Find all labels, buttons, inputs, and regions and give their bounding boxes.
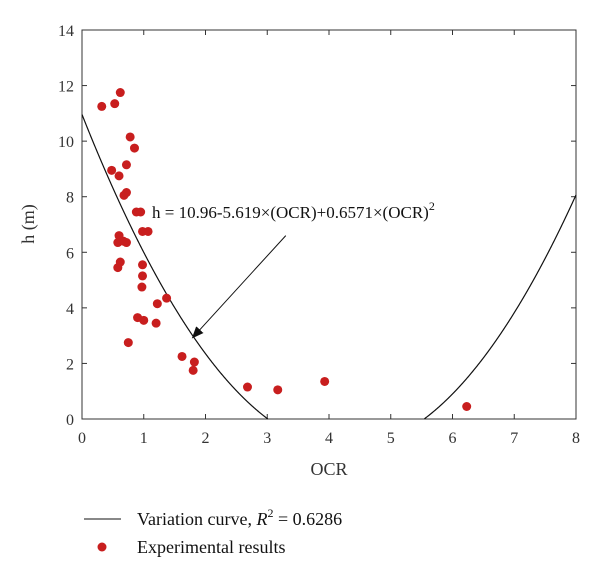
annotation-equation: h = 10.96-5.619×(OCR)+0.6571×(OCR)2 <box>152 199 435 222</box>
data-point <box>462 401 472 411</box>
plot-area <box>81 29 577 420</box>
x-axis-ticks: 0 1 2 3 4 5 6 7 8 <box>78 30 580 447</box>
y-tick-label: 14 <box>58 23 74 40</box>
data-point <box>143 226 153 236</box>
data-point <box>177 351 187 361</box>
data-point <box>136 207 146 217</box>
data-point <box>107 165 117 175</box>
data-point <box>121 238 131 248</box>
data-point <box>123 338 133 348</box>
x-tick-label: 3 <box>263 430 271 447</box>
legend-curve-prefix: Variation curve, <box>137 509 256 529</box>
data-point <box>110 99 120 109</box>
x-tick-label: 1 <box>140 430 148 447</box>
y-tick-label: 10 <box>58 134 74 151</box>
data-point <box>125 132 135 142</box>
annotation-arrow <box>191 235 287 339</box>
data-point <box>137 282 147 292</box>
legend-r2-superscript: 2 <box>267 506 273 520</box>
legend-r2-label: R <box>255 509 267 529</box>
x-tick-label: 2 <box>202 430 210 447</box>
y-tick-label: 2 <box>66 356 74 373</box>
legend-curve-label: Variation curve, R2 = 0.6286 <box>137 506 342 529</box>
data-point <box>139 315 149 325</box>
data-point <box>114 171 124 181</box>
fit-curve-segment <box>81 114 269 420</box>
data-point <box>188 365 198 375</box>
data-point <box>242 382 252 392</box>
data-point <box>152 299 162 309</box>
data-point <box>320 376 330 386</box>
x-tick-label: 8 <box>572 430 580 447</box>
y-tick-label: 6 <box>66 245 74 262</box>
y-axis-ticks: 0 2 4 6 8 10 12 14 <box>58 23 576 429</box>
data-point <box>138 271 148 281</box>
data-point <box>121 188 131 198</box>
data-point <box>129 143 139 153</box>
fit-curve-segment <box>424 194 577 420</box>
x-tick-label: 6 <box>449 430 457 447</box>
data-point <box>115 88 125 98</box>
data-point <box>273 385 283 395</box>
x-tick-label: 0 <box>78 430 86 447</box>
y-tick-label: 4 <box>66 301 74 318</box>
x-tick-label: 4 <box>325 430 333 447</box>
x-tick-label: 7 <box>510 430 518 447</box>
y-tick-label: 8 <box>66 190 74 207</box>
y-tick-label: 0 <box>66 412 74 429</box>
legend-points-label: Experimental results <box>137 537 285 557</box>
data-point <box>189 357 199 367</box>
data-points <box>97 88 472 411</box>
legend-r2-value: = 0.6286 <box>273 509 342 529</box>
fit-curve <box>81 114 577 420</box>
legend: Variation curve, R2 = 0.6286 Experimenta… <box>84 506 342 557</box>
x-axis-title: OCR <box>310 459 347 479</box>
data-point <box>97 101 107 111</box>
y-axis-title: h (m) <box>18 204 39 244</box>
equation-superscript: 2 <box>429 199 435 213</box>
data-point <box>113 263 123 273</box>
data-point <box>138 260 148 270</box>
y-tick-label: 12 <box>58 79 74 96</box>
equation-main: h = 10.96-5.619×(OCR)+0.6571×(OCR) <box>152 203 429 222</box>
legend-point-swatch <box>97 542 107 552</box>
data-point <box>162 293 172 303</box>
data-point <box>151 318 161 328</box>
x-tick-label: 5 <box>387 430 395 447</box>
data-point <box>121 160 131 170</box>
